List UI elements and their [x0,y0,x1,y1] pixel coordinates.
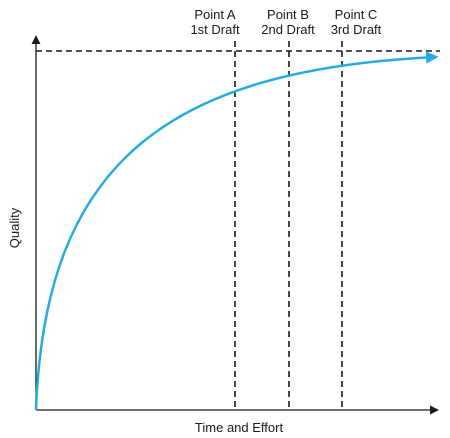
point-b-label: Point B [267,7,309,22]
point-c-label: Point C [335,7,378,22]
y-axis-label: Quality [7,207,22,248]
point-a-label: Point A [194,7,236,22]
point-a-sublabel: 1st Draft [190,22,240,37]
x-axis-label: Time and Effort [195,420,284,435]
point-b-sublabel: 2nd Draft [261,22,315,37]
quality-curve [34,51,439,411]
point-c-sublabel: 3rd Draft [331,22,382,37]
